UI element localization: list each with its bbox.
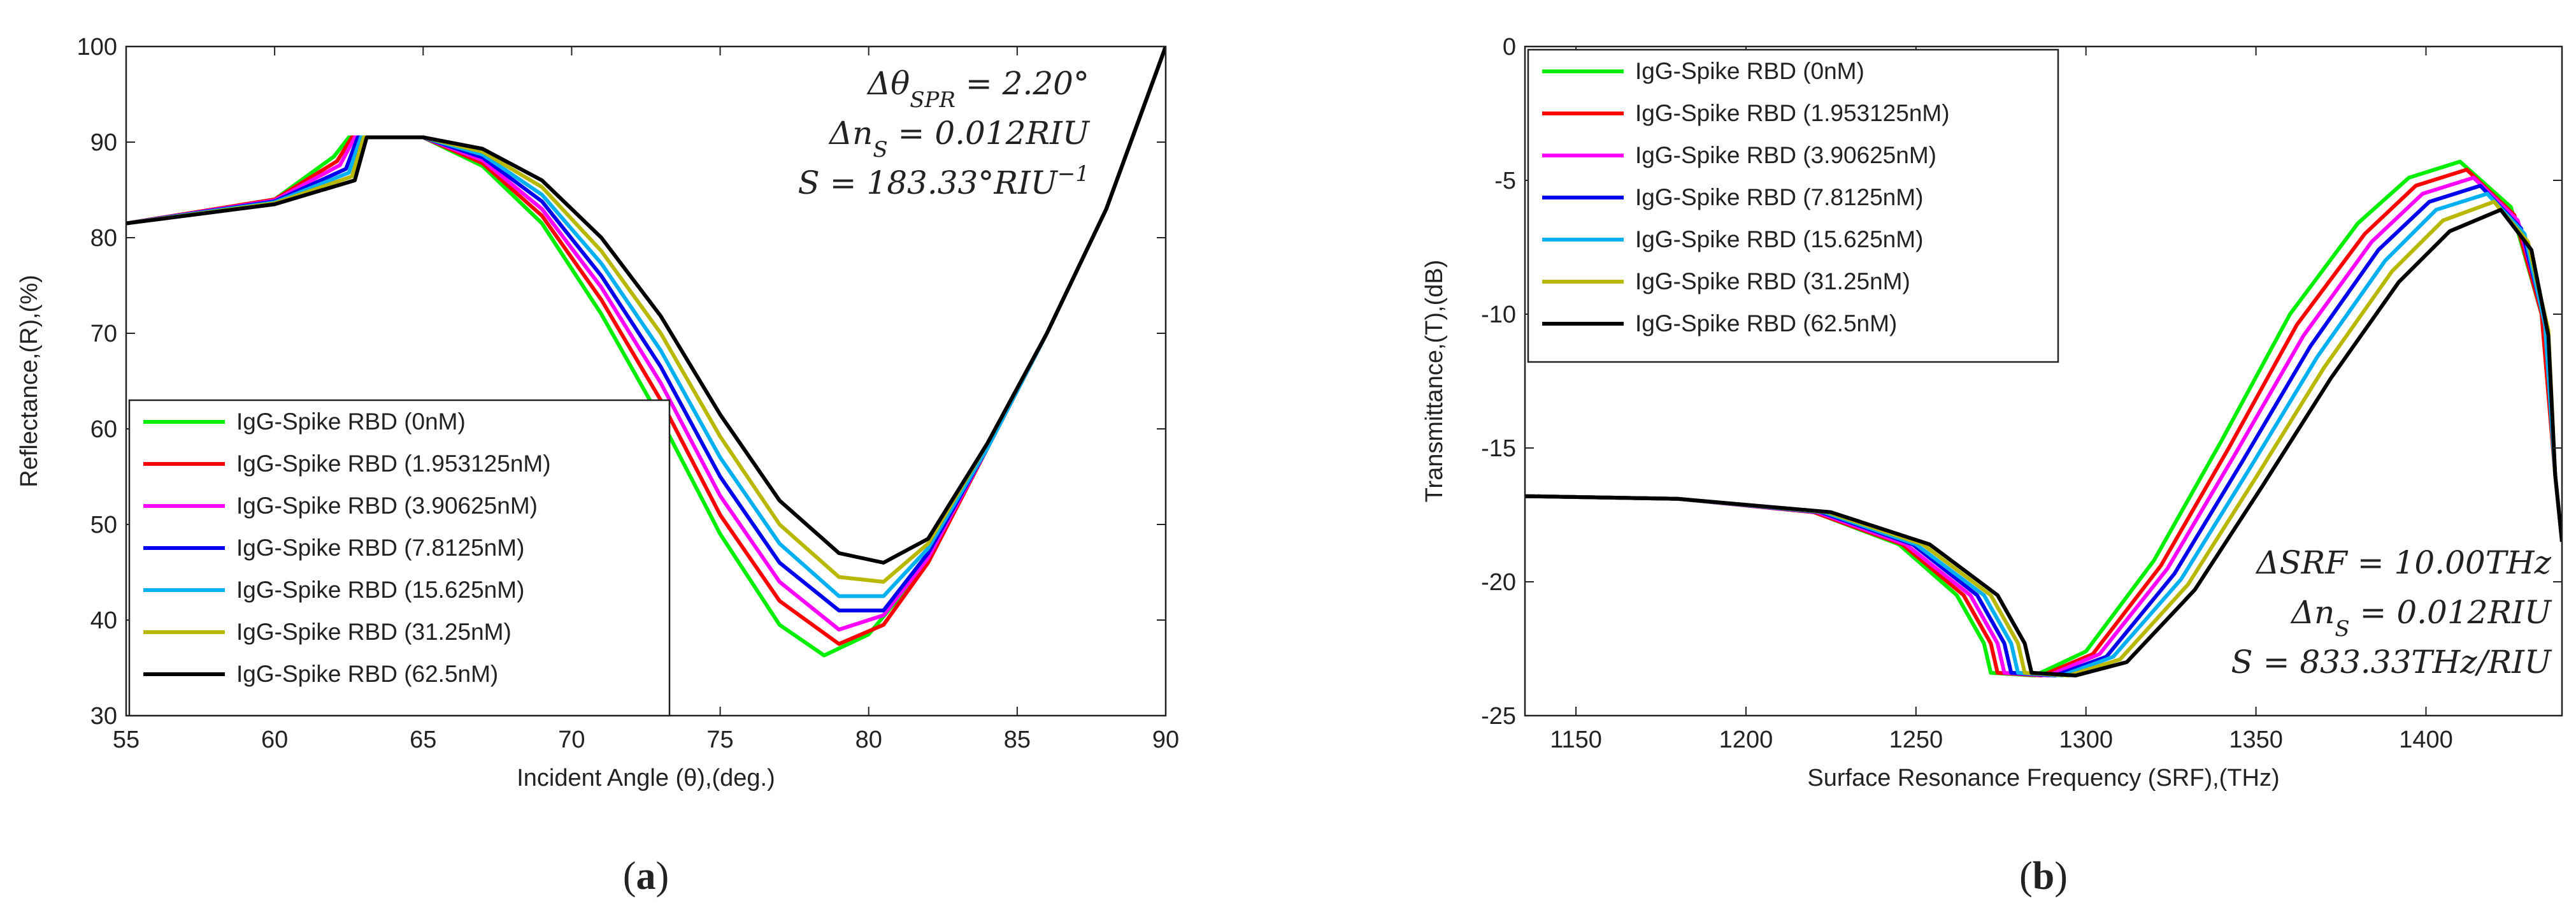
annotation-2: S = 183.33°RIU−1 bbox=[798, 161, 1089, 201]
y-axis-label: Reflectance,(R),(%) bbox=[16, 275, 43, 487]
annotation-0-sub: SPR bbox=[910, 87, 955, 113]
annotation-1: ΔnS = 0.012RIU bbox=[828, 115, 1091, 162]
x-tick-label: 65 bbox=[410, 726, 436, 753]
y-tick-label: 0 bbox=[1503, 34, 1516, 61]
legend-entry-5: IgG-Spike RBD (31.25nM) bbox=[236, 619, 512, 645]
legend-entry-3: IgG-Spike RBD (7.8125nM) bbox=[1635, 184, 1923, 210]
annotation-1-sub: S bbox=[873, 137, 887, 162]
caption-close: ) bbox=[2054, 855, 2068, 898]
legend-box bbox=[1527, 48, 2059, 363]
y-tick-label: 70 bbox=[90, 321, 117, 347]
legend-entry-1: IgG-Spike RBD (1.953125nM) bbox=[1635, 100, 1950, 126]
y-tick-label: 40 bbox=[90, 607, 117, 634]
annotation-0-rest: = 2.20° bbox=[955, 65, 1089, 102]
series-line-2 bbox=[1525, 175, 2562, 677]
annotation-2: S = 833.33THz/RIU bbox=[2231, 644, 2552, 681]
series-line-4 bbox=[1525, 192, 2562, 677]
figure-caption: (b) bbox=[2019, 855, 2068, 898]
y-tick-label: -15 bbox=[1481, 435, 1516, 462]
y-axis-label: Transmittance,(T),(dB) bbox=[1421, 260, 1448, 503]
series-group bbox=[1525, 159, 2562, 677]
annotation-2-base: S = 183.33°RIU bbox=[798, 164, 1058, 201]
axes-frame bbox=[1524, 45, 2563, 717]
chart-a: 55 60 65 70 75 80 85 90 30 40 50 60 70 80 90 100 Inciden… bbox=[16, 34, 1179, 898]
annotation-2-sup: −1 bbox=[1057, 161, 1089, 187]
legend-entry-3: IgG-Spike RBD (7.8125nM) bbox=[236, 535, 524, 561]
legend-entry-2: IgG-Spike RBD (3.90625nM) bbox=[236, 493, 538, 519]
y-tick-label: 50 bbox=[90, 512, 117, 538]
x-tick-label: 90 bbox=[1152, 726, 1179, 753]
caption-open: ( bbox=[623, 855, 636, 898]
annotation-2-base: S = 833.33THz/RIU bbox=[2231, 644, 2552, 681]
x-tick-label: 1400 bbox=[2399, 726, 2453, 753]
x-tick-label: 1200 bbox=[1719, 726, 1773, 753]
y-tick-label: 100 bbox=[77, 34, 117, 61]
annotation-1-base: Δn bbox=[2290, 594, 2335, 631]
legend-entry-6: IgG-Spike RBD (62.5nM) bbox=[1635, 310, 1897, 336]
legend-entry-5: IgG-Spike RBD (31.25nM) bbox=[1635, 268, 1910, 294]
caption-open: ( bbox=[2019, 855, 2033, 898]
series-line-5 bbox=[1525, 199, 2562, 677]
legend-box bbox=[128, 399, 671, 717]
x-axis-label: Incident Angle (θ),(deg.) bbox=[517, 765, 775, 791]
annotation-1: ΔnS = 0.012RIU bbox=[2290, 594, 2552, 642]
y-tick-label: -20 bbox=[1481, 569, 1516, 596]
x-tick-label: 80 bbox=[855, 726, 882, 753]
caption-letter: b bbox=[2033, 855, 2054, 898]
y-tick-label: -10 bbox=[1481, 301, 1516, 328]
legend: IgG-Spike RBD (0nM) IgG-Spike RBD (1.9531… bbox=[128, 399, 671, 717]
series-line-6 bbox=[1525, 208, 2562, 677]
x-tick-label: 70 bbox=[558, 726, 585, 753]
legend-entry-1: IgG-Spike RBD (1.953125nM) bbox=[236, 451, 551, 477]
annotation-0-base: Δθ bbox=[866, 65, 910, 102]
annotation-0-base: ΔSRF = 10.00THz bbox=[2255, 544, 2551, 581]
legend-entry-0: IgG-Spike RBD (0nM) bbox=[236, 408, 466, 435]
legend-entry-2: IgG-Spike RBD (3.90625nM) bbox=[1635, 142, 1936, 168]
y-tick-label: 60 bbox=[90, 416, 117, 443]
annotation-0: ΔθSPR = 2.20° bbox=[866, 65, 1089, 113]
x-tick-label: 75 bbox=[706, 726, 733, 753]
x-tick-label: 85 bbox=[1004, 726, 1031, 753]
legend-entry-0: IgG-Spike RBD (0nM) bbox=[1635, 58, 1864, 84]
annotation-1-rest: = 0.012RIU bbox=[2350, 594, 2552, 631]
legend-entry-4: IgG-Spike RBD (15.625nM) bbox=[236, 577, 524, 603]
series-line-6 bbox=[126, 47, 1166, 565]
x-tick-label: 60 bbox=[261, 726, 288, 753]
x-tick-label: 1150 bbox=[1550, 726, 1602, 753]
y-tick-label: 30 bbox=[90, 703, 117, 730]
legend: IgG-Spike RBD (0nM) IgG-Spike RBD (1.9531… bbox=[1527, 48, 2059, 363]
annotation-0: ΔSRF = 10.00THz bbox=[2255, 544, 2551, 581]
caption-letter: a bbox=[636, 855, 656, 898]
x-tick-label: 1350 bbox=[2229, 726, 2283, 753]
legend-entry-4: IgG-Spike RBD (15.625nM) bbox=[1635, 226, 1923, 252]
annotation-1-base: Δn bbox=[828, 115, 873, 152]
x-axis-label: Surface Resonance Frequency (SRF),(THz) bbox=[1807, 765, 2279, 791]
x-tick-label: 1300 bbox=[2059, 726, 2113, 753]
legend-entry-6: IgG-Spike RBD (62.5nM) bbox=[236, 661, 498, 687]
chart-b: 1150 1200 1250 1300 1350 1400 -25 -20 -15 -10 -5 0 S… bbox=[1421, 34, 2563, 898]
annotation-1-sub: S bbox=[2335, 616, 2349, 642]
y-tick-label: 80 bbox=[90, 225, 117, 252]
caption-close: ) bbox=[656, 855, 669, 898]
y-tick-label: -25 bbox=[1481, 703, 1516, 730]
figure-caption: (a) bbox=[623, 855, 669, 898]
y-tick-label: -5 bbox=[1494, 168, 1516, 194]
x-tick-label: 55 bbox=[113, 726, 140, 753]
x-tick-label: 1250 bbox=[1889, 726, 1943, 753]
series-group bbox=[126, 47, 1166, 658]
y-tick-label: 90 bbox=[90, 129, 117, 156]
annotation-1-rest: = 0.012RIU bbox=[888, 115, 1091, 152]
